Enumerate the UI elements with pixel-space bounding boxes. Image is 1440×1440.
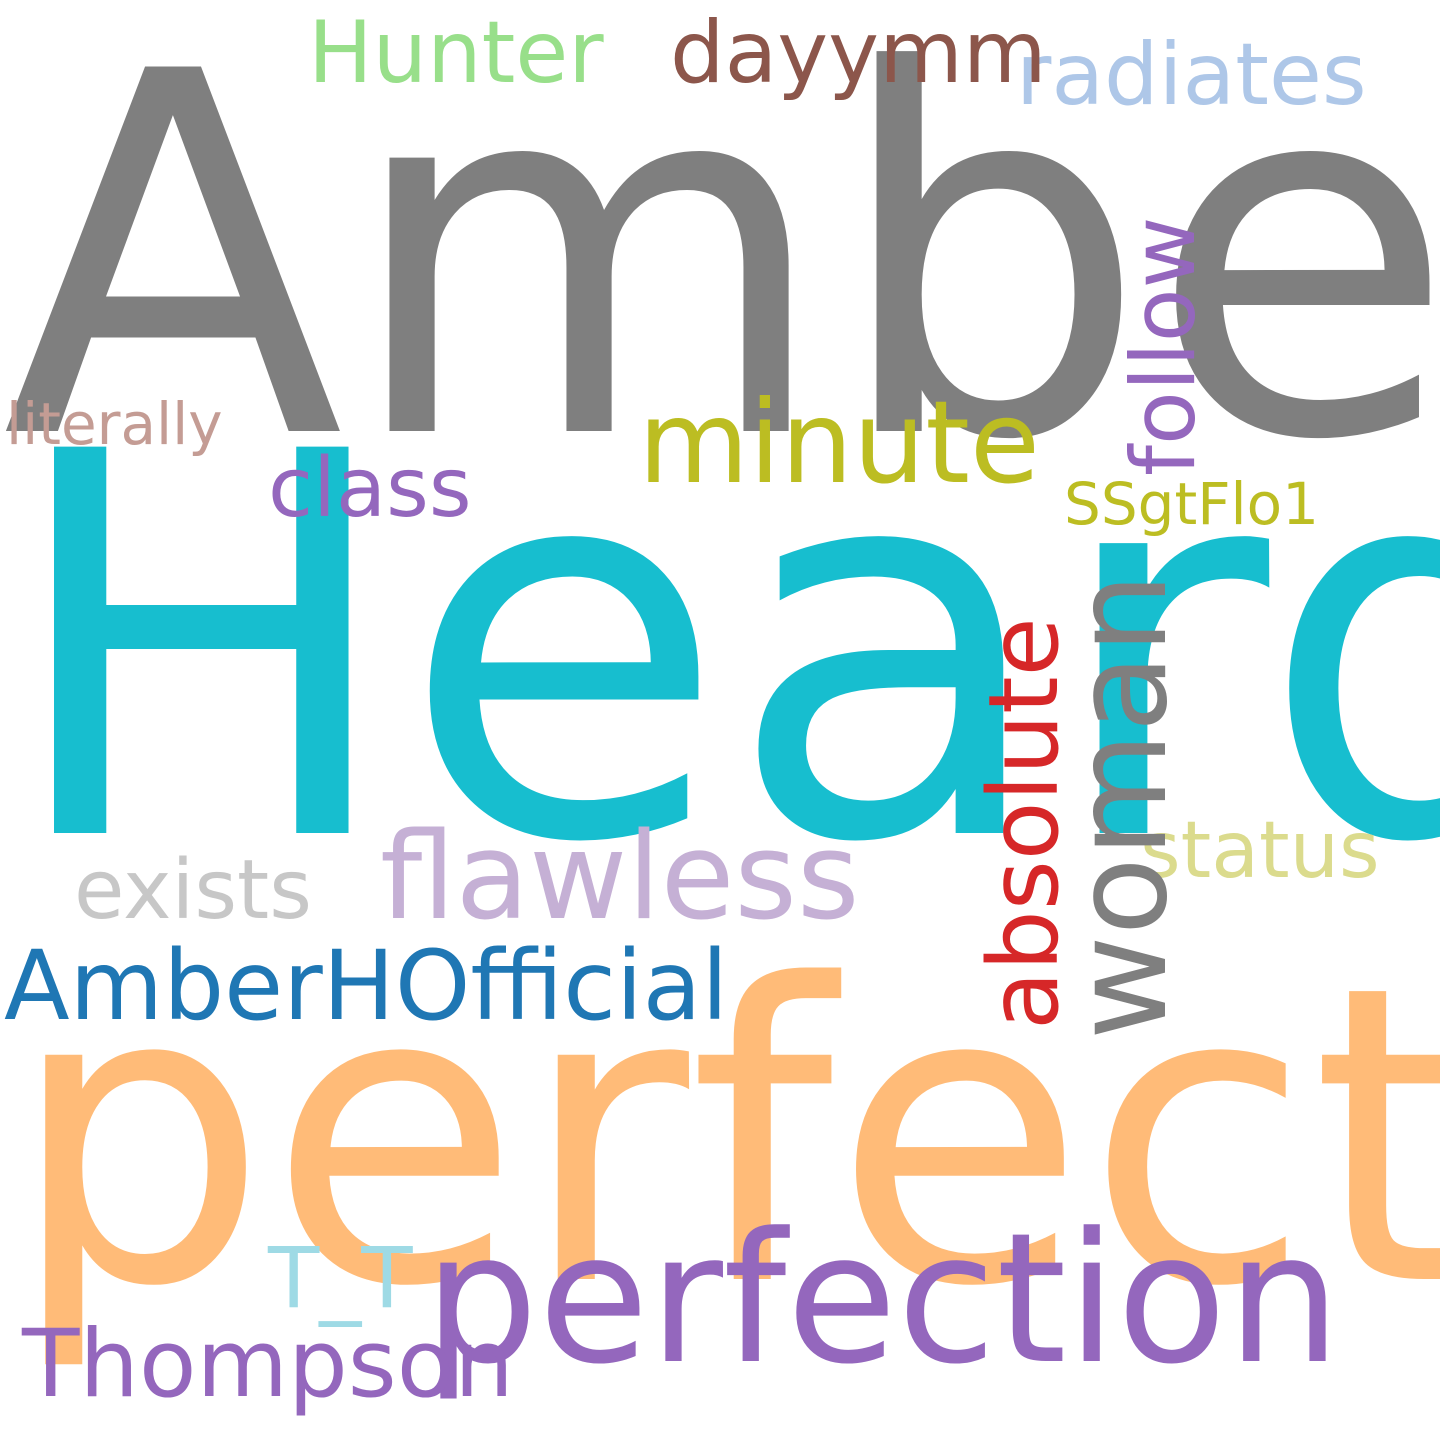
word-perfection: perfection (424, 1195, 1341, 1404)
word-exists: exists (74, 843, 312, 938)
word-follow: follow (1112, 216, 1215, 476)
word-heard: Heard (2, 341, 1440, 958)
word-literally: literally (6, 390, 223, 458)
word-thompson: Thompson (22, 1310, 514, 1419)
word-status: status (1140, 806, 1380, 896)
word-amber: Amber (2, 0, 1440, 549)
word-radiates: radiates (1016, 25, 1367, 125)
word-ssgtflo1: SSgtFlo1 (1064, 470, 1320, 538)
word-class: class (268, 441, 472, 536)
word-flawless: flawless (380, 808, 860, 947)
word-hunter: Hunter (308, 3, 604, 103)
word-perfect: perfect (8, 898, 1440, 1376)
word-absolute: absolute (968, 617, 1080, 1030)
word-minute: minute (638, 376, 1041, 509)
word-amberhofficial: AmberHOfficial (4, 930, 729, 1042)
word-t-t: T_T (268, 1229, 413, 1327)
word-dayymm: dayymm (670, 3, 1047, 103)
